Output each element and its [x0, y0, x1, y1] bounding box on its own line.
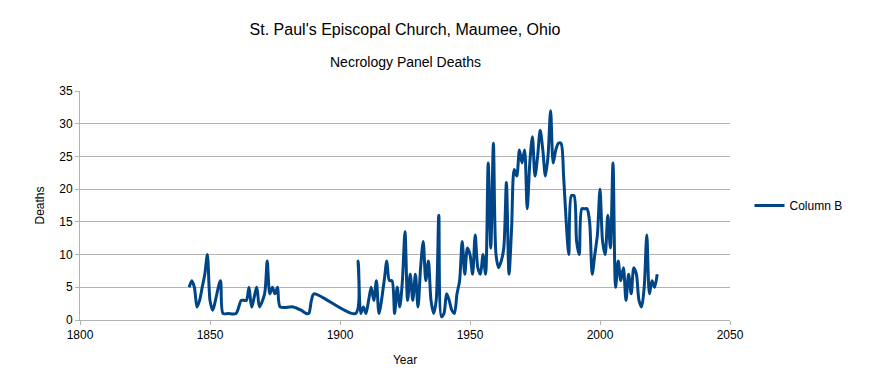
svg-text:0: 0 — [66, 313, 73, 327]
svg-text:Year: Year — [393, 353, 417, 367]
svg-text:30: 30 — [59, 117, 73, 131]
svg-text:1800: 1800 — [67, 328, 94, 342]
svg-text:35: 35 — [59, 84, 73, 98]
svg-text:Column B: Column B — [790, 199, 843, 213]
svg-text:15: 15 — [59, 215, 73, 229]
svg-text:1900: 1900 — [327, 328, 354, 342]
svg-text:5: 5 — [66, 280, 73, 294]
svg-text:2000: 2000 — [587, 328, 614, 342]
svg-text:St. Paul's Episcopal Church, M: St. Paul's Episcopal Church, Maumee, Ohi… — [250, 21, 561, 38]
svg-text:25: 25 — [59, 150, 73, 164]
svg-text:20: 20 — [59, 182, 73, 196]
svg-text:1950: 1950 — [457, 328, 484, 342]
svg-text:Deaths: Deaths — [33, 186, 47, 224]
svg-text:2050: 2050 — [717, 328, 744, 342]
svg-text:Necrology Panel Deaths: Necrology Panel Deaths — [330, 54, 481, 70]
svg-text:10: 10 — [59, 248, 73, 262]
svg-text:1850: 1850 — [197, 328, 224, 342]
